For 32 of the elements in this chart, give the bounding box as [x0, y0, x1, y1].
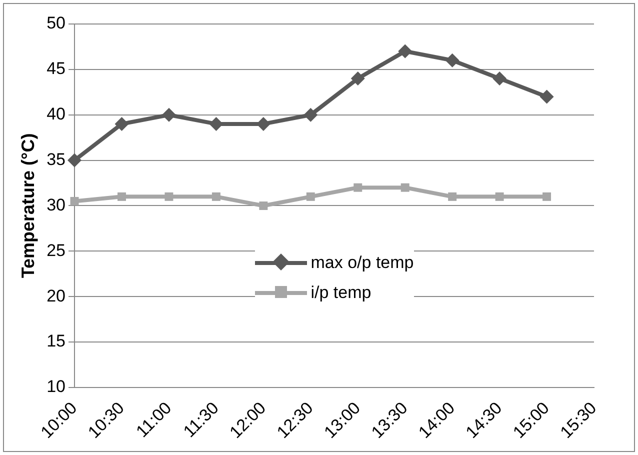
y-tick-label: 20: [46, 286, 66, 306]
y-tick-label: 35: [46, 150, 66, 169]
point: [350, 72, 365, 86]
y-tick-label: 45: [46, 59, 66, 78]
point: [354, 183, 362, 192]
point: [448, 192, 457, 201]
y-tick-label: 10: [46, 377, 66, 396]
legend-label: max o/p temp: [310, 253, 414, 274]
point: [306, 192, 315, 201]
point: [540, 90, 554, 104]
point: [162, 108, 176, 122]
point: [495, 192, 504, 201]
point: [259, 202, 268, 210]
point: [117, 192, 126, 201]
point: [114, 116, 129, 131]
y-tick-label: 15: [46, 332, 66, 351]
point: [304, 108, 318, 122]
point: [68, 153, 82, 168]
point: [542, 192, 552, 201]
y-tick-label: 50: [46, 14, 66, 33]
point: [212, 192, 220, 201]
y-axis-title: Temperature (°C): [18, 133, 38, 278]
point: [492, 72, 507, 86]
point: [398, 44, 412, 58]
y-tick-label: 40: [46, 104, 66, 124]
legend-label: i/p temp: [310, 283, 372, 304]
point: [164, 192, 174, 201]
point: [209, 116, 224, 131]
point: [445, 53, 460, 68]
y-tick-label: 25: [46, 240, 66, 260]
point: [400, 183, 410, 192]
y-tick-label: 30: [46, 195, 66, 214]
